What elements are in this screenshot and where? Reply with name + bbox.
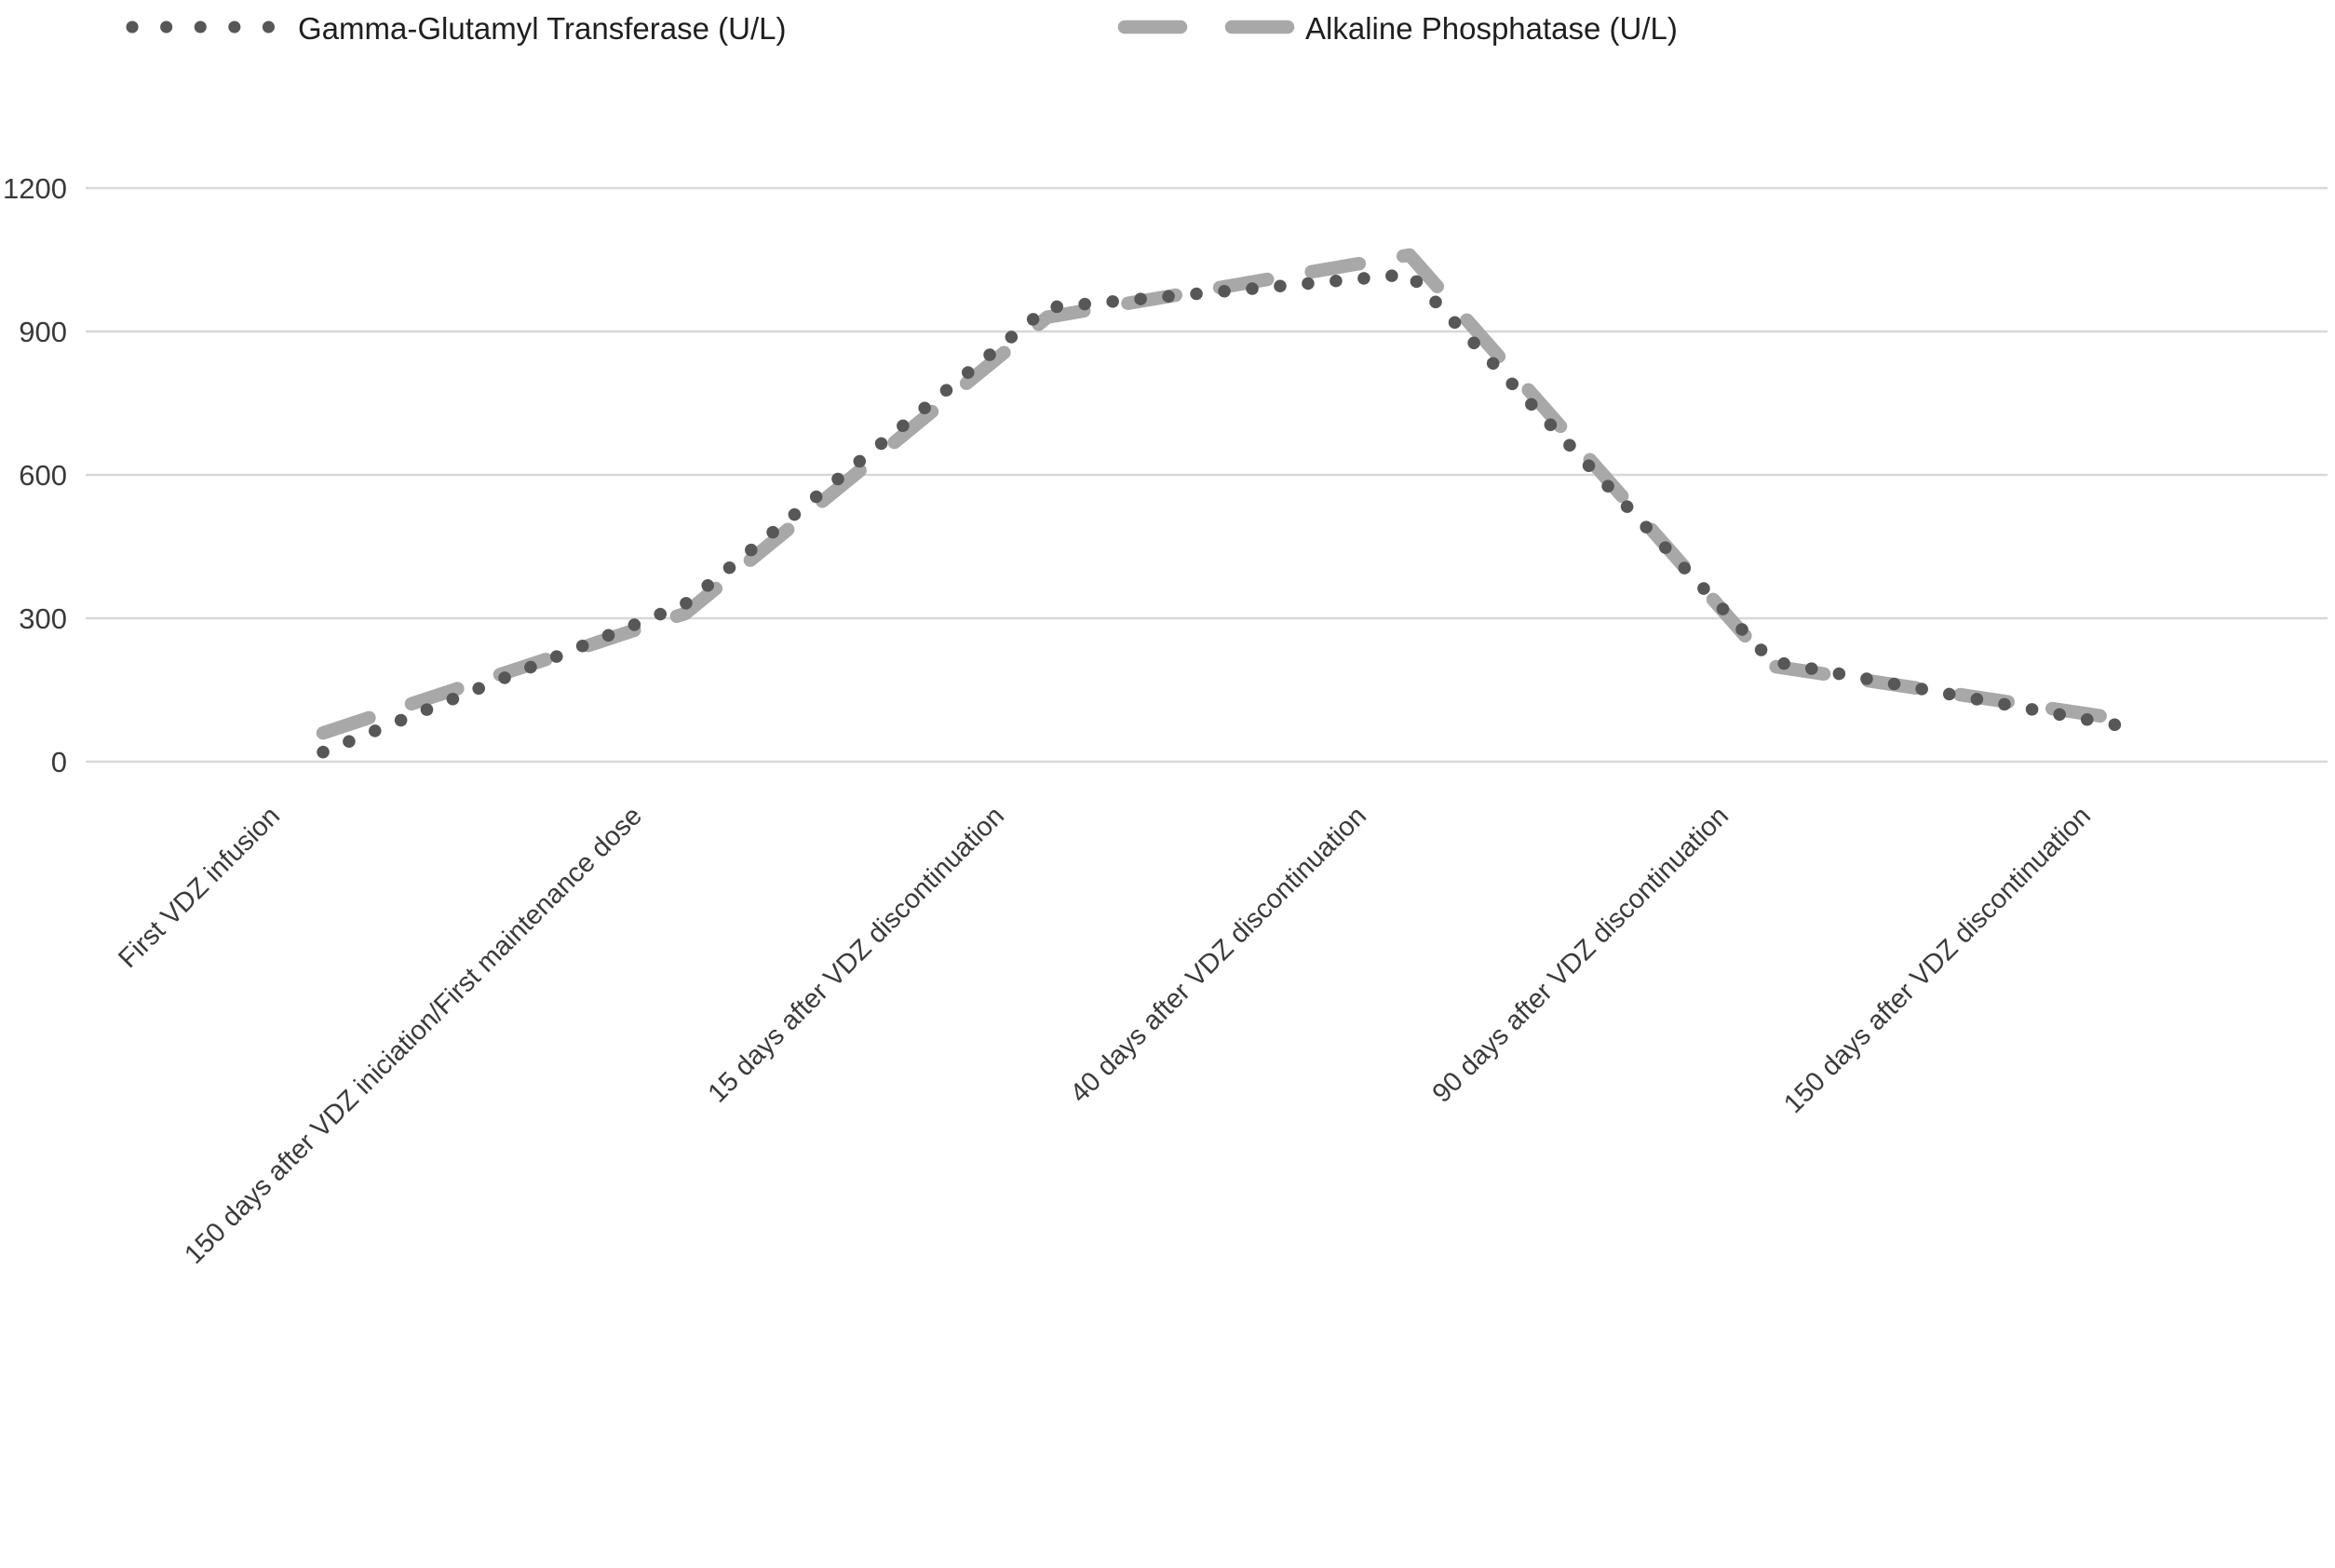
legend-label-alp: Alkaline Phosphatase (U/L) [1305, 11, 1678, 46]
y-axis-tick-label: 900 [19, 316, 67, 348]
legend-label-ggt: Gamma-Glutamyl Transferase (U/L) [298, 11, 786, 46]
x-axis-tick-label: 150 days after VDZ discontinuation [1778, 801, 2097, 1119]
x-axis-tick-label: 15 days after VDZ discontinuation [703, 801, 1010, 1108]
series-line-dotted [317, 267, 2140, 759]
y-axis-tick-label: 0 [51, 746, 67, 778]
x-axis-tick-label: 90 days after VDZ discontinuation [1427, 801, 1734, 1108]
legend: Gamma-Glutamyl Transferase (U/L) Alkalin… [126, 11, 1678, 46]
series-line-dashed [316, 248, 2141, 740]
y-axis-tick-label: 300 [19, 602, 67, 635]
x-axis-tick-label: 40 days after VDZ discontinuation [1065, 801, 1372, 1108]
y-axis-tick-label: 1200 [3, 172, 67, 205]
y-axis-tick-label: 600 [19, 459, 67, 492]
x-axis-tick-label: First VDZ infusion [113, 801, 286, 974]
x-axis-tick-label: 150 days after VDZ iniciation/First main… [179, 801, 648, 1270]
